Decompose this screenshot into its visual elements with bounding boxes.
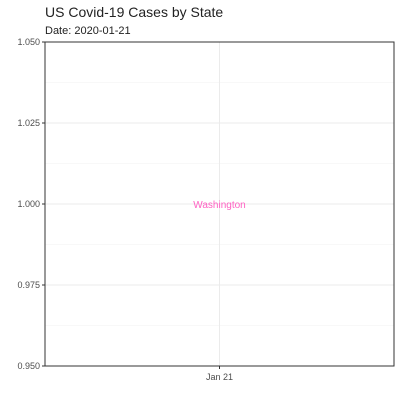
y-tick-label: 1.050 — [17, 37, 40, 47]
data-label-washington: Washington — [193, 200, 245, 211]
chart-subtitle: Date: 2020-01-21 — [45, 25, 131, 37]
plot-area: Washington — [44, 41, 395, 367]
y-axis: 0.950 0.975 1.000 1.025 1.050 — [17, 37, 45, 371]
y-tick-label: 0.975 — [17, 280, 40, 290]
chart-title: US Covid-19 Cases by State — [45, 4, 223, 20]
data-labels: Washington — [193, 200, 245, 211]
y-tick-label: 1.025 — [17, 118, 40, 128]
y-tick-label: 0.950 — [17, 361, 40, 371]
y-tick-label: 1.000 — [17, 199, 40, 209]
x-axis: Jan 21 — [206, 366, 233, 382]
x-tick-label: Jan 21 — [206, 372, 233, 382]
